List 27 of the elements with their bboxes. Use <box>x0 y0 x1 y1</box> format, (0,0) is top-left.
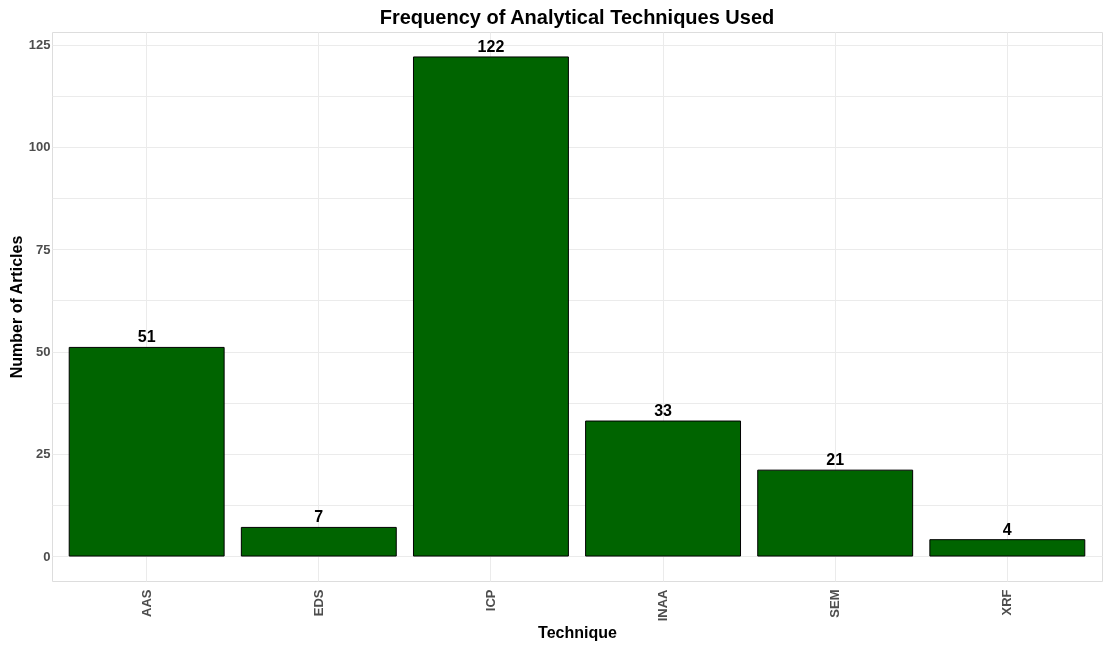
y-tick-label: 75 <box>36 241 51 257</box>
y-axis-title: Number of Articles <box>7 235 25 379</box>
y-tick-label: 25 <box>36 446 51 462</box>
x-tick-label: INAA <box>655 588 671 622</box>
data-label: 51 <box>137 328 156 346</box>
data-label: 7 <box>314 508 324 526</box>
bar <box>929 539 1086 557</box>
bar <box>68 346 225 557</box>
data-label: 21 <box>826 451 845 469</box>
y-tick-label: 50 <box>36 344 51 359</box>
data-label: 33 <box>654 402 673 420</box>
data-label: 4 <box>1002 520 1012 538</box>
x-axis-title: Technique <box>538 624 618 642</box>
x-tick-label: AAS <box>138 589 154 617</box>
bar <box>757 469 914 557</box>
bar <box>585 420 742 557</box>
data-label: 122 <box>477 37 505 55</box>
bar <box>412 56 569 557</box>
y-tick-label: 125 <box>28 37 51 53</box>
chart-title: Frequency of Analytical Techniques Used <box>379 6 775 28</box>
y-tick-label: 0 <box>43 548 51 564</box>
x-tick-label: XRF <box>999 589 1015 616</box>
x-tick-label: ICP <box>482 589 498 612</box>
bar <box>240 526 397 557</box>
x-tick-label: SEM <box>827 589 843 618</box>
x-tick-label: EDS <box>310 589 326 617</box>
y-tick-label: 100 <box>28 139 51 155</box>
